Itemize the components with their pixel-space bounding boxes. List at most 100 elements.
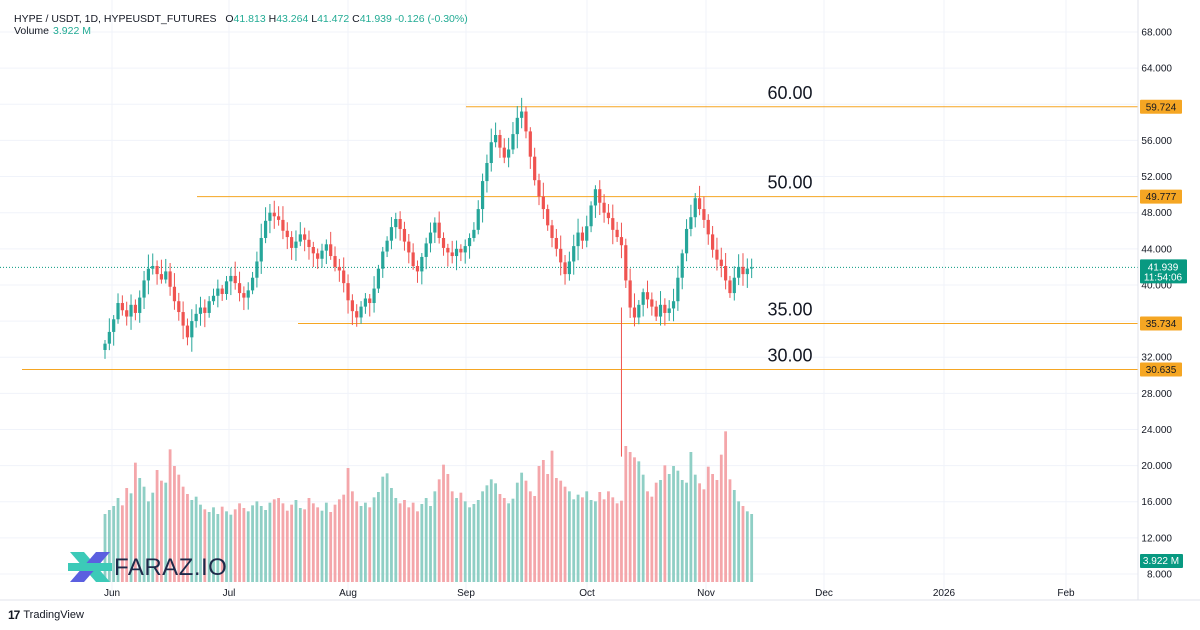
volume-bar <box>429 506 432 582</box>
low-label: L <box>311 13 318 25</box>
level-price-tag <box>1140 316 1182 331</box>
volume-bar <box>298 508 302 582</box>
high-value: 43.264 <box>276 13 309 25</box>
candle-body <box>719 259 723 266</box>
volume-bar <box>507 503 511 582</box>
volume-bar <box>333 504 337 582</box>
candle-body <box>732 277 736 294</box>
volume-bar <box>463 501 467 582</box>
volume-bar <box>524 480 528 582</box>
volume-bar <box>316 507 320 582</box>
volume-bar <box>342 494 346 582</box>
current-price-tag <box>1140 259 1187 284</box>
volume-bar <box>268 502 272 582</box>
candle-body <box>585 226 589 241</box>
symbol-title[interactable]: HYPE / USDT, 1D, HYPEUSDT_FUTURES <box>14 13 217 25</box>
candle-body <box>441 237 446 248</box>
volume-bar <box>125 488 129 582</box>
volume-label[interactable]: Volume <box>14 25 50 37</box>
candle-body <box>480 181 485 210</box>
volume-bar <box>238 503 241 582</box>
price-tick-label: 8.000 <box>1147 570 1172 581</box>
candle-body <box>537 180 541 197</box>
volume-bar <box>177 474 181 582</box>
volume-bar <box>116 498 120 582</box>
volume-bar <box>107 510 111 582</box>
volume-bar <box>706 466 710 582</box>
volume-bar <box>424 498 428 582</box>
candle-body <box>125 310 129 317</box>
volume-bar <box>147 501 150 582</box>
volume-bar <box>472 504 476 582</box>
volume-bar <box>433 491 437 582</box>
volume-bar <box>589 500 593 582</box>
candle-body <box>450 252 454 257</box>
candle-body <box>650 299 654 307</box>
candle-body <box>515 117 519 135</box>
candle-body <box>697 198 702 210</box>
candle-body <box>281 219 285 231</box>
candle-body <box>398 219 402 229</box>
legend-volume: Volume 3.922 M <box>14 25 91 37</box>
volume-bar <box>455 498 458 582</box>
volume-bar <box>594 501 597 582</box>
time-tick-label: Jul <box>223 588 236 599</box>
time-tick-label: 2026 <box>933 588 956 599</box>
price-tick-label: 68.000 <box>1141 28 1172 39</box>
volume-bar <box>190 500 194 582</box>
volume-bar <box>728 479 732 582</box>
candle-body <box>528 131 532 157</box>
tradingview-text: TradingView <box>23 609 84 621</box>
candle-body <box>689 217 693 229</box>
candle-body <box>546 209 550 226</box>
candle-body <box>194 313 198 322</box>
volume-bar <box>546 474 550 582</box>
volume-bar <box>637 461 641 582</box>
candle-body <box>437 222 441 238</box>
watermark-logo-icon <box>68 552 112 582</box>
volume-bar <box>485 485 489 582</box>
candle-body <box>433 222 437 233</box>
candle-body <box>107 331 111 344</box>
volume-bar <box>572 499 576 582</box>
volume-bar <box>181 486 185 582</box>
candle-body <box>706 219 710 235</box>
candle-body <box>237 283 242 294</box>
time-tick-label: Dec <box>815 588 833 599</box>
candle-body <box>112 319 116 332</box>
volume-bar <box>685 482 688 582</box>
volume-tag-text: 3.922 M <box>1143 556 1179 567</box>
candle-body <box>467 237 472 247</box>
candle-body <box>559 248 563 263</box>
candle-body <box>138 297 142 313</box>
candle-body <box>637 304 641 318</box>
candle-body <box>320 250 324 259</box>
level-price-tag <box>1140 189 1182 204</box>
volume-bar <box>528 491 532 582</box>
candle-body <box>632 307 637 318</box>
candle-body <box>645 292 650 300</box>
candle-body <box>359 306 363 318</box>
volume-bar <box>142 486 146 582</box>
volume-bar <box>724 431 728 582</box>
candle-body <box>198 307 203 314</box>
level-lines: 60.00 50.00 35.00 30.00 <box>0 83 1138 371</box>
price-tick-label: 44.000 <box>1141 244 1172 255</box>
tradingview-brand[interactable]: 17 TradingView <box>8 608 84 622</box>
candle-body <box>185 325 190 338</box>
candle-body <box>654 306 658 317</box>
volume-bar <box>350 491 354 582</box>
candle-body <box>498 135 502 148</box>
volume-bar <box>133 462 137 582</box>
watermark: FARAZ.IO <box>66 548 227 588</box>
volume-bar <box>364 502 367 582</box>
candle-body <box>250 277 255 291</box>
volume-bar <box>585 491 589 582</box>
candle-body <box>667 308 671 313</box>
candle-body <box>511 134 515 150</box>
volume-bar <box>233 509 237 582</box>
candle-body <box>224 281 229 294</box>
candle-body <box>606 212 611 219</box>
